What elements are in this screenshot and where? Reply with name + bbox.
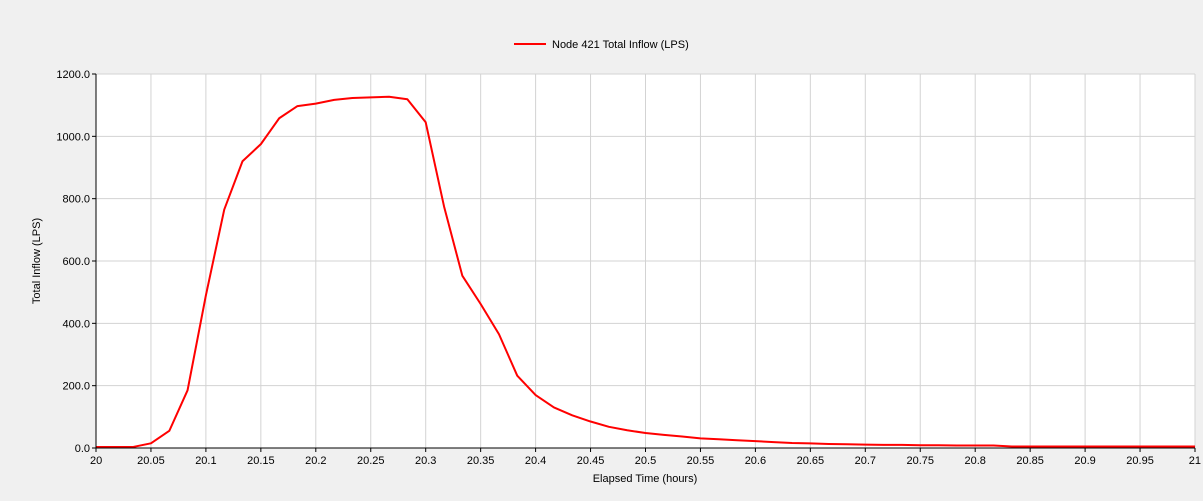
x-tick-label: 20.95 bbox=[1126, 455, 1154, 467]
x-tick-label: 20.4 bbox=[525, 455, 546, 467]
y-tick-label: 1000.0 bbox=[56, 131, 90, 143]
x-tick-label: 20.65 bbox=[797, 455, 825, 467]
x-tick-label: 20.3 bbox=[415, 455, 436, 467]
grid-lines bbox=[96, 73, 1196, 448]
x-tick-label: 20.25 bbox=[357, 455, 385, 467]
y-tick-labels: 0.0 200.0 400.0 600.0 800.0 1000.0 1200.0 bbox=[56, 69, 96, 455]
y-tick-label: 400.0 bbox=[62, 318, 90, 330]
x-tick-label: 20.8 bbox=[964, 455, 985, 467]
y-tick-label: 800.0 bbox=[62, 194, 90, 206]
x-tick-label: 20 bbox=[90, 455, 102, 467]
x-tick-labels: 20 20.05 20.1 20.15 20.2 20.25 20.3 20.35 20.4 20… bbox=[90, 448, 1201, 467]
x-tick-label: 20.1 bbox=[195, 455, 216, 467]
y-tick-label: 600.0 bbox=[62, 256, 90, 268]
legend-label: Node 421 Total Inflow (LPS) bbox=[552, 39, 689, 51]
x-axis-title: Elapsed Time (hours) bbox=[593, 473, 698, 485]
x-tick-label: 20.9 bbox=[1074, 455, 1095, 467]
legend: Node 421 Total Inflow (LPS) bbox=[514, 39, 689, 51]
y-tick-label: 0.0 bbox=[75, 443, 90, 455]
x-tick-label: 20.7 bbox=[855, 455, 876, 467]
x-tick-label: 20.85 bbox=[1016, 455, 1044, 467]
x-tick-label: 20.35 bbox=[467, 455, 495, 467]
x-tick-label: 20.6 bbox=[745, 455, 766, 467]
x-tick-label: 20.45 bbox=[577, 455, 605, 467]
x-tick-label: 20.2 bbox=[305, 455, 326, 467]
x-tick-label: 20.75 bbox=[906, 455, 934, 467]
y-axis-title: Total Inflow (LPS) bbox=[31, 218, 43, 304]
x-tick-label: 20.55 bbox=[687, 455, 715, 467]
x-tick-label: 20.5 bbox=[635, 455, 656, 467]
x-tick-label: 20.05 bbox=[137, 455, 165, 467]
x-tick-label: 20.15 bbox=[247, 455, 275, 467]
x-tick-label: 21 bbox=[1189, 455, 1201, 467]
series-layer bbox=[96, 95, 1195, 449]
y-tick-label: 1200.0 bbox=[56, 69, 90, 81]
y-tick-label: 200.0 bbox=[62, 381, 90, 393]
series-line bbox=[96, 95, 1195, 449]
